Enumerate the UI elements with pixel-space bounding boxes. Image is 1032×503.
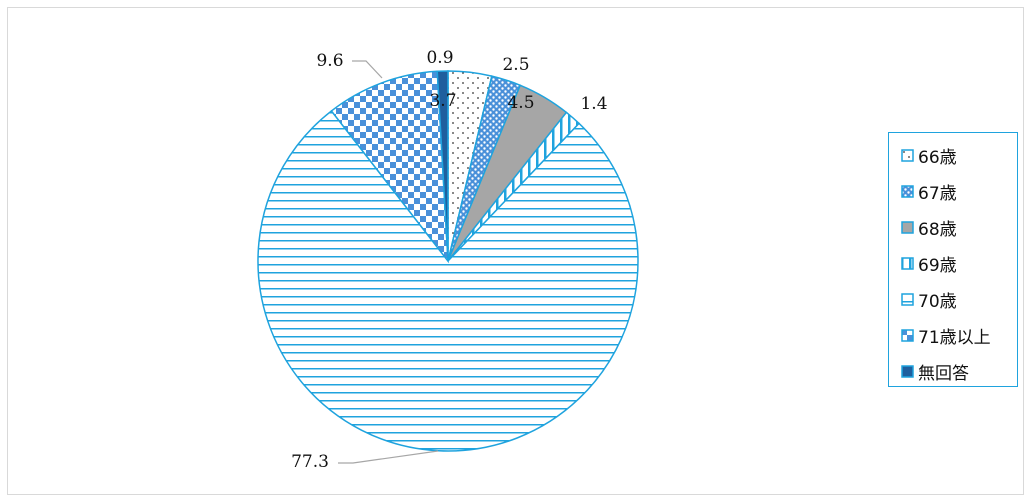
data-label-5: 77.3 — [291, 452, 329, 472]
leader-line-9-6 — [352, 60, 383, 79]
legend-item-6: 71歳以上 — [901, 323, 991, 348]
legend-item-2: 67歳 — [901, 179, 957, 204]
legend-swatch-4 — [901, 256, 914, 270]
legend-item-3: 68歳 — [901, 215, 957, 240]
legend-label-7: 無回答 — [918, 363, 969, 384]
legend-label-6: 71歳以上 — [918, 327, 991, 348]
data-label-3: 4.5 — [507, 93, 534, 113]
legend-item-1: 66歳 — [901, 143, 957, 168]
legend-swatch-2 — [901, 184, 914, 198]
data-label-6: 9.6 — [316, 51, 343, 71]
pie-slice-6 — [330, 70, 449, 264]
legend-label-1: 66歳 — [918, 147, 957, 168]
legend-swatch-7 — [901, 364, 914, 378]
data-label-7: 0.9 — [426, 48, 453, 68]
chart-legend: 66歳 67歳 68歳 69歳 70歳 71歳以上無回答 — [888, 132, 1018, 387]
data-label-2: 2.5 — [502, 55, 529, 75]
legend-item-4: 69歳 — [901, 251, 957, 276]
legend-item-5: 70歳 — [901, 287, 957, 312]
legend-label-5: 70歳 — [918, 291, 957, 312]
pie-slice-7 — [436, 70, 449, 262]
pie-slice-5 — [257, 109, 639, 452]
legend-label-4: 69歳 — [918, 255, 957, 276]
legend-swatch-1 — [901, 148, 914, 162]
legend-swatch-6 — [901, 328, 914, 342]
legend-item-7: 無回答 — [901, 359, 969, 384]
legend-swatch-5 — [901, 292, 914, 306]
legend-swatch-3 — [901, 220, 914, 234]
legend-label-3: 68歳 — [918, 219, 957, 240]
data-label-1: 3.7 — [429, 91, 456, 111]
leader-line-77-3 — [338, 450, 439, 464]
legend-label-2: 67歳 — [918, 183, 957, 204]
data-label-4: 1.4 — [580, 94, 607, 114]
